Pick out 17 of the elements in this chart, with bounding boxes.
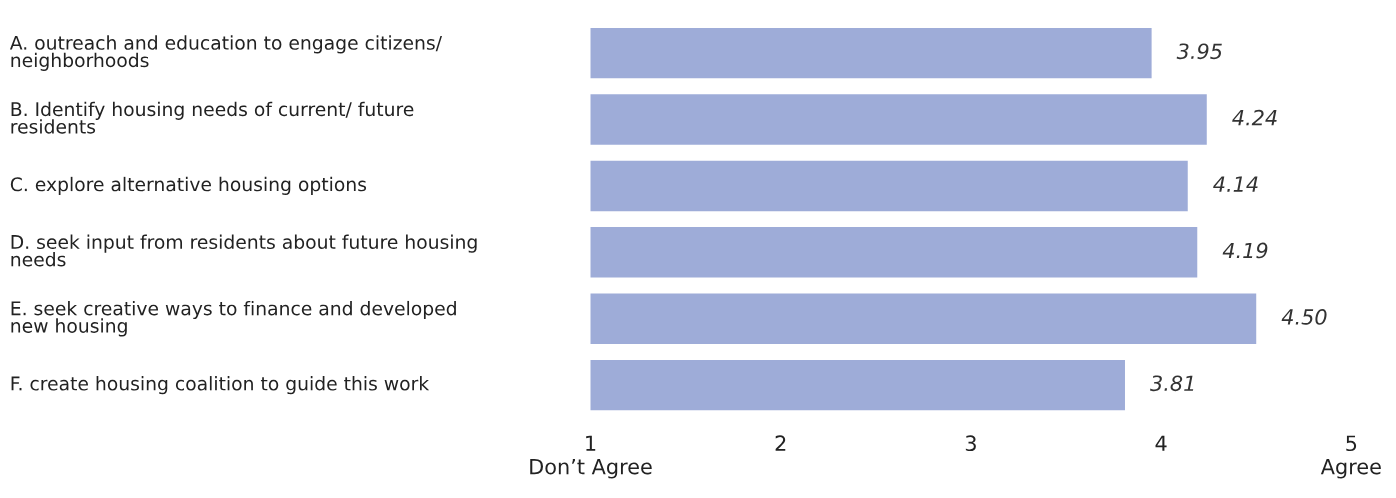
x-tick-label: 5 Agree	[1320, 435, 1381, 479]
data-label: 4.19	[1222, 242, 1268, 259]
y-tick-label: F. create housing coalition to guide this work	[11, 376, 430, 395]
y-tick-label: D. seek input from residents about future housing needs	[11, 234, 477, 267]
y-tick-label: E. seek creative ways to finance and developed new housing	[11, 300, 456, 337]
data-label: 3.81	[1150, 375, 1194, 392]
data-label: 4.14	[1213, 176, 1258, 192]
x-tick-label: 1 Don’t Agree	[530, 435, 652, 479]
data-label: 4.50	[1281, 309, 1327, 325]
x-tick-label: 3	[965, 435, 976, 452]
x-tick-label: 2	[775, 435, 786, 451]
y-tick-label: C. explore alternative housing options	[10, 176, 367, 195]
data-label: 3.95	[1176, 43, 1222, 60]
data-label: 4.24	[1232, 109, 1277, 126]
x-tick-label: 4	[1155, 435, 1167, 451]
y-tick-label: A. outreach and education to engage citizens/ neighborhoods	[9, 35, 443, 71]
y-tick-label: B. Identify housing needs of current/ future residents	[11, 101, 414, 134]
